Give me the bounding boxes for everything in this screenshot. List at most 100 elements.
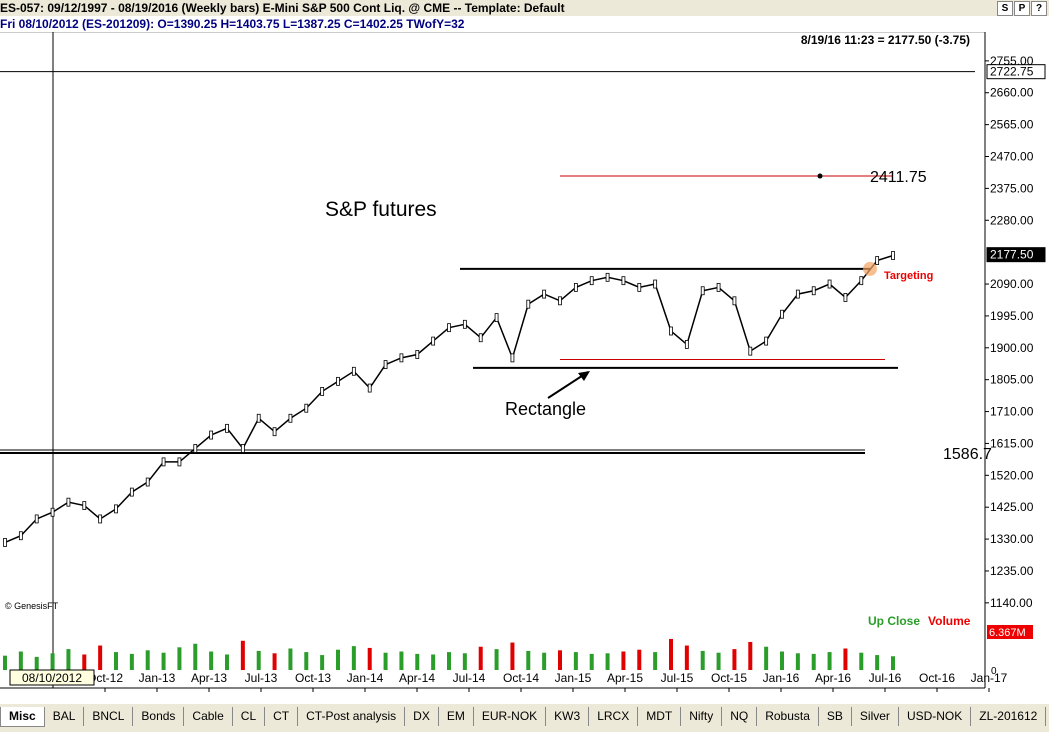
volume-bar [542, 652, 547, 670]
target-dot [863, 261, 877, 276]
window-button[interactable]: ? [1031, 1, 1047, 16]
legend-volume: Volume [928, 614, 971, 628]
price-bar [98, 514, 103, 524]
rectangle-label: Rectangle [505, 399, 586, 419]
volume-bar [748, 641, 753, 670]
targeting-label: Targeting [884, 270, 933, 282]
price-bar [621, 276, 626, 286]
volume-bar [161, 652, 166, 670]
volume-bar [351, 646, 356, 670]
title-bar: ES-057: 09/12/1997 - 08/19/2016 (Weekly … [0, 0, 1049, 16]
volume-bar [431, 654, 436, 670]
price-bar [225, 423, 229, 433]
price-bar [399, 353, 404, 363]
price-bar [669, 326, 673, 336]
volume-bar [240, 640, 245, 670]
tab[interactable]: CT [265, 707, 299, 726]
legend-up: Up Close [868, 614, 920, 628]
tab[interactable]: BAL [45, 707, 85, 726]
price-bar [256, 413, 261, 423]
tab[interactable]: LRCX [589, 707, 639, 726]
price-bar [510, 353, 515, 363]
tab[interactable]: MDT [638, 707, 682, 726]
y-tick-label: 1140.00 [990, 596, 1033, 610]
volume-bar [462, 653, 467, 670]
tab[interactable]: ZL-201612 [971, 707, 1047, 726]
price-bar [145, 477, 150, 487]
volume-bar [732, 649, 737, 670]
tab[interactable]: BNCL [84, 707, 134, 726]
volume-bar [637, 649, 642, 670]
price-bar [66, 497, 71, 507]
tab[interactable]: Robusta [757, 707, 819, 726]
price-bar [50, 507, 55, 517]
y-tick-label: 1520.00 [990, 468, 1034, 482]
tab[interactable]: SB [819, 707, 852, 726]
y-tick-label: 2470.00 [990, 150, 1034, 164]
volume-bar [827, 652, 832, 670]
price-bar [82, 501, 87, 510]
tab[interactable]: USD-NOK [899, 707, 972, 726]
price-bar [875, 256, 880, 265]
volume-bar [225, 654, 229, 670]
cursor-date: 08/10/2012 [22, 671, 82, 685]
volume-bar [621, 651, 626, 670]
window-button[interactable]: P [1014, 1, 1030, 16]
volume-bar [209, 651, 214, 670]
volume-bar [129, 653, 134, 670]
x-tick-label: Apr-13 [191, 671, 227, 685]
chart-title: S&P futures [325, 198, 437, 221]
x-tick-label: Jul-15 [661, 671, 694, 685]
volume-bar [336, 649, 340, 670]
price-bar [700, 286, 705, 296]
tab[interactable]: KW3 [546, 707, 590, 726]
x-tick-label: Jul-13 [245, 671, 278, 685]
window-button[interactable]: S [997, 1, 1013, 16]
price-bar [431, 336, 436, 346]
volume-bar [669, 638, 673, 670]
x-tick-label: Jan-15 [555, 671, 592, 685]
price-bar [494, 313, 499, 322]
tab[interactable]: Cable [184, 707, 233, 726]
tab[interactable]: NQ [722, 707, 758, 726]
tab[interactable]: Bonds [133, 707, 185, 726]
volume-bar [605, 653, 610, 670]
level-label: 1586.7 [943, 446, 992, 463]
volume-bar [193, 643, 198, 670]
price-bar [637, 282, 642, 292]
tab-bar: Misc BAL BNCL Bonds Cable CL CT CT-Post analysi… [0, 704, 1049, 732]
x-tick-label: Apr-15 [607, 671, 643, 685]
y-tick-label: 2565.00 [990, 118, 1034, 132]
x-tick-label: Oct-16 [919, 671, 955, 685]
y-tick-label: 1235.00 [990, 564, 1034, 578]
price-axis-bg [985, 32, 1049, 704]
tab[interactable]: Nifty [681, 707, 723, 726]
volume-tick-label: 0 [991, 666, 997, 677]
volume-bar [34, 656, 39, 670]
tab[interactable]: CL [233, 707, 266, 726]
price-bar [161, 457, 166, 467]
volume-bar [764, 646, 769, 670]
y-tick-label: 2660.00 [990, 86, 1034, 100]
volume-bar [716, 652, 721, 670]
volume-bar [478, 646, 483, 670]
x-tick-label: Apr-14 [399, 671, 435, 685]
tab[interactable]: DX [405, 707, 439, 726]
x-tick-label: Jan-17 [971, 671, 1008, 685]
tab[interactable]: Silver [852, 707, 899, 726]
price-bar [526, 299, 531, 309]
last-price-label: 2177.50 [990, 248, 1034, 262]
volume-bar [82, 654, 87, 670]
tab[interactable]: EM [439, 707, 474, 726]
volume-bar [780, 651, 784, 670]
tab[interactable]: Misc [0, 707, 45, 727]
volume-bar [526, 650, 531, 670]
price-bar [478, 333, 483, 343]
price-bar [811, 286, 816, 296]
price-bar [3, 538, 7, 547]
tab[interactable]: CT-Post analysis [298, 707, 406, 726]
price-bar [605, 272, 610, 282]
tab[interactable]: EUR-NOK [474, 707, 547, 726]
volume-bar [114, 652, 118, 670]
